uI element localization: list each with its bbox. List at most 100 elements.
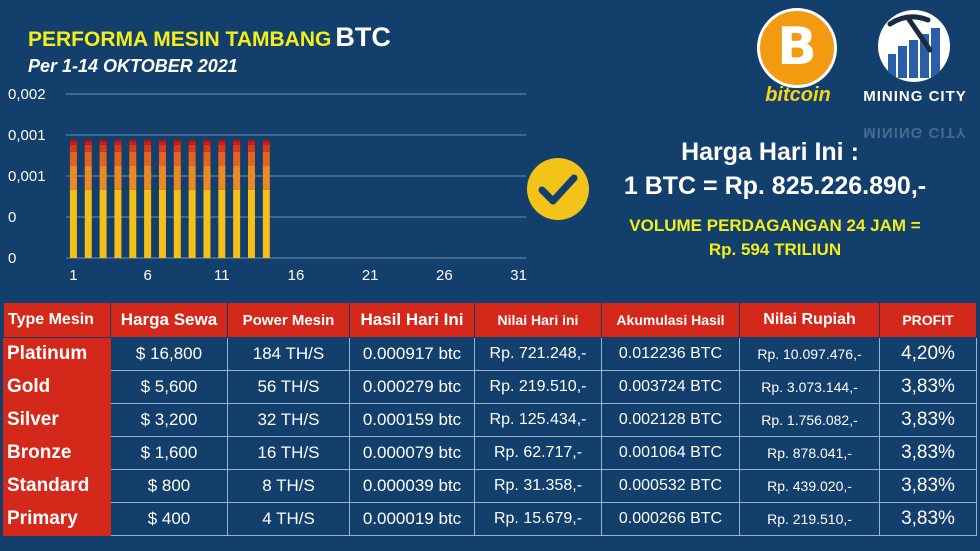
- chart-bar-segment: [114, 139, 122, 142]
- chart-bar-segment: [233, 189, 241, 258]
- table-row: Silver $ 3,200 32 TH/S 0.000159 btc Rp. 125.…: [3, 403, 977, 437]
- table-row: Gold $ 5,600 56 TH/S 0.000279 btc Rp. 219.51…: [3, 370, 977, 404]
- cell-profit: 3,83%: [879, 502, 977, 536]
- chart-bar-segment: [144, 151, 152, 166]
- cell-price: $ 3,200: [110, 403, 228, 437]
- chart-bar-segment: [188, 151, 196, 166]
- table-row: Primary $ 400 4 TH/S 0.000019 btc Rp. 15.679…: [3, 502, 977, 536]
- bitcoin-logo-icon: B: [757, 8, 837, 88]
- cell-today-result: 0.000019 btc: [349, 502, 475, 536]
- bitcoin-symbol: B: [777, 17, 817, 77]
- chart-bar-segment: [69, 139, 77, 142]
- chart-bar-segment: [247, 144, 255, 152]
- chart-bar-segment: [247, 189, 255, 258]
- cell-accumulated: 0.012236 BTC: [601, 337, 740, 371]
- cell-accumulated: 0.003724 BTC: [601, 370, 740, 404]
- cell-type: Standard: [3, 469, 111, 503]
- table-row: Platinum $ 16,800 184 TH/S 0.000917 btc Rp. …: [3, 337, 977, 371]
- chart-bar-segment: [144, 189, 152, 258]
- chart-bar-segment: [69, 144, 77, 152]
- cell-today-value: Rp. 721.248,-: [474, 337, 602, 371]
- y-tick-label: 0: [8, 209, 16, 226]
- chart-bar-segment: [173, 189, 181, 258]
- chart-bar-segment: [129, 139, 137, 142]
- chart-bar-segment: [158, 139, 166, 142]
- volume-value: Rp. 594 TRILIUN: [708, 240, 842, 259]
- chart-bar-segment: [84, 151, 92, 166]
- header-today-value: Nilai Hari ini: [474, 302, 602, 338]
- cell-today-result: 0.000917 btc: [349, 337, 475, 371]
- y-tick-label: 0,001: [8, 168, 46, 185]
- title-highlight: BTC: [335, 22, 391, 52]
- chart-bar-segment: [218, 144, 226, 152]
- chart-bar-segment: [218, 165, 226, 190]
- chart-bar-segment: [99, 151, 107, 166]
- cell-price: $ 5,600: [110, 370, 228, 404]
- chart-bar-segment: [114, 151, 122, 166]
- cell-rupiah-value: Rp. 878.041,-: [739, 436, 880, 470]
- chart-bar-segment: [99, 139, 107, 142]
- chart-bar-segment: [129, 144, 137, 152]
- header-power: Power Mesin: [227, 302, 350, 338]
- chart-bar-segment: [158, 165, 166, 190]
- x-tick-label: 21: [362, 267, 379, 284]
- cell-power: 184 TH/S: [227, 337, 350, 371]
- cell-today-value: Rp. 31.358,-: [474, 469, 602, 503]
- chart-bar-segment: [99, 144, 107, 152]
- cell-accumulated: 0.001064 BTC: [601, 436, 740, 470]
- cell-rupiah-value: Rp. 219.510,-: [739, 502, 880, 536]
- table-row: Standard $ 800 8 TH/S 0.000039 btc Rp. 31.35…: [3, 469, 977, 503]
- chart-bar-segment: [114, 189, 122, 258]
- chart-bar-segment: [218, 141, 226, 145]
- chart-bar-segment: [233, 144, 241, 152]
- chart-bar-segment: [262, 165, 270, 190]
- mining-machine-table: Type Mesin Harga Sewa Power Mesin Hasil …: [3, 302, 977, 536]
- chart-bar-segment: [203, 144, 211, 152]
- chart-bar-segment: [203, 151, 211, 166]
- chart-bar-segment: [129, 151, 137, 166]
- cell-today-value: Rp. 15.679,-: [474, 502, 602, 536]
- cell-today-result: 0.000279 btc: [349, 370, 475, 404]
- cell-price: $ 800: [110, 469, 228, 503]
- chart-bar-segment: [69, 141, 77, 145]
- chart-bar-segment: [262, 189, 270, 258]
- bitcoin-wordmark: bitcoin: [765, 84, 831, 106]
- chart-bar-segment: [188, 144, 196, 152]
- chart-bar-segment: [233, 165, 241, 190]
- chart-bar-segment: [247, 151, 255, 166]
- chart-bar-segment: [144, 144, 152, 152]
- cell-profit: 3,83%: [879, 370, 977, 404]
- cell-rupiah-value: Rp. 3.073.144,-: [739, 370, 880, 404]
- chart-bar-segment: [233, 139, 241, 142]
- mining-city-logo-icon: [878, 10, 950, 82]
- chart-bar-segment: [129, 165, 137, 190]
- cell-power: 56 TH/S: [227, 370, 350, 404]
- page-title: PERFORMA MESIN TAMBANG BTC: [28, 22, 391, 53]
- cell-today-value: Rp. 62.717,-: [474, 436, 602, 470]
- cell-rupiah-value: Rp. 1.756.082,-: [739, 403, 880, 437]
- chart-bar-segment: [69, 151, 77, 166]
- chart-bar-segment: [144, 165, 152, 190]
- chart-bar-segment: [218, 151, 226, 166]
- y-tick-label: 0,002: [8, 86, 46, 103]
- cell-accumulated: 0.000266 BTC: [601, 502, 740, 536]
- chart-bar-segment: [144, 139, 152, 142]
- chart-bar-segment: [84, 144, 92, 152]
- chart-bar-segment: [262, 144, 270, 152]
- chart-bar-segment: [173, 144, 181, 152]
- cell-rupiah-value: Rp. 439.020,-: [739, 469, 880, 503]
- cell-type: Primary: [3, 502, 111, 536]
- x-tick-label: 11: [214, 267, 230, 284]
- chart-bar-segment: [262, 141, 270, 145]
- cell-type: Gold: [3, 370, 111, 404]
- cell-profit: 3,83%: [879, 436, 977, 470]
- chart-bar-segment: [129, 189, 137, 258]
- page-subtitle: Per 1-14 OKTOBER 2021: [28, 56, 238, 76]
- chart-bar-segment: [114, 144, 122, 152]
- chart-bar-segment: [188, 139, 196, 142]
- volume-label: VOLUME PERDAGANGAN 24 JAM =: [629, 216, 921, 235]
- chart-bar-segment: [262, 139, 270, 142]
- chart-bar-segment: [129, 141, 137, 145]
- cell-profit: 4,20%: [879, 337, 977, 371]
